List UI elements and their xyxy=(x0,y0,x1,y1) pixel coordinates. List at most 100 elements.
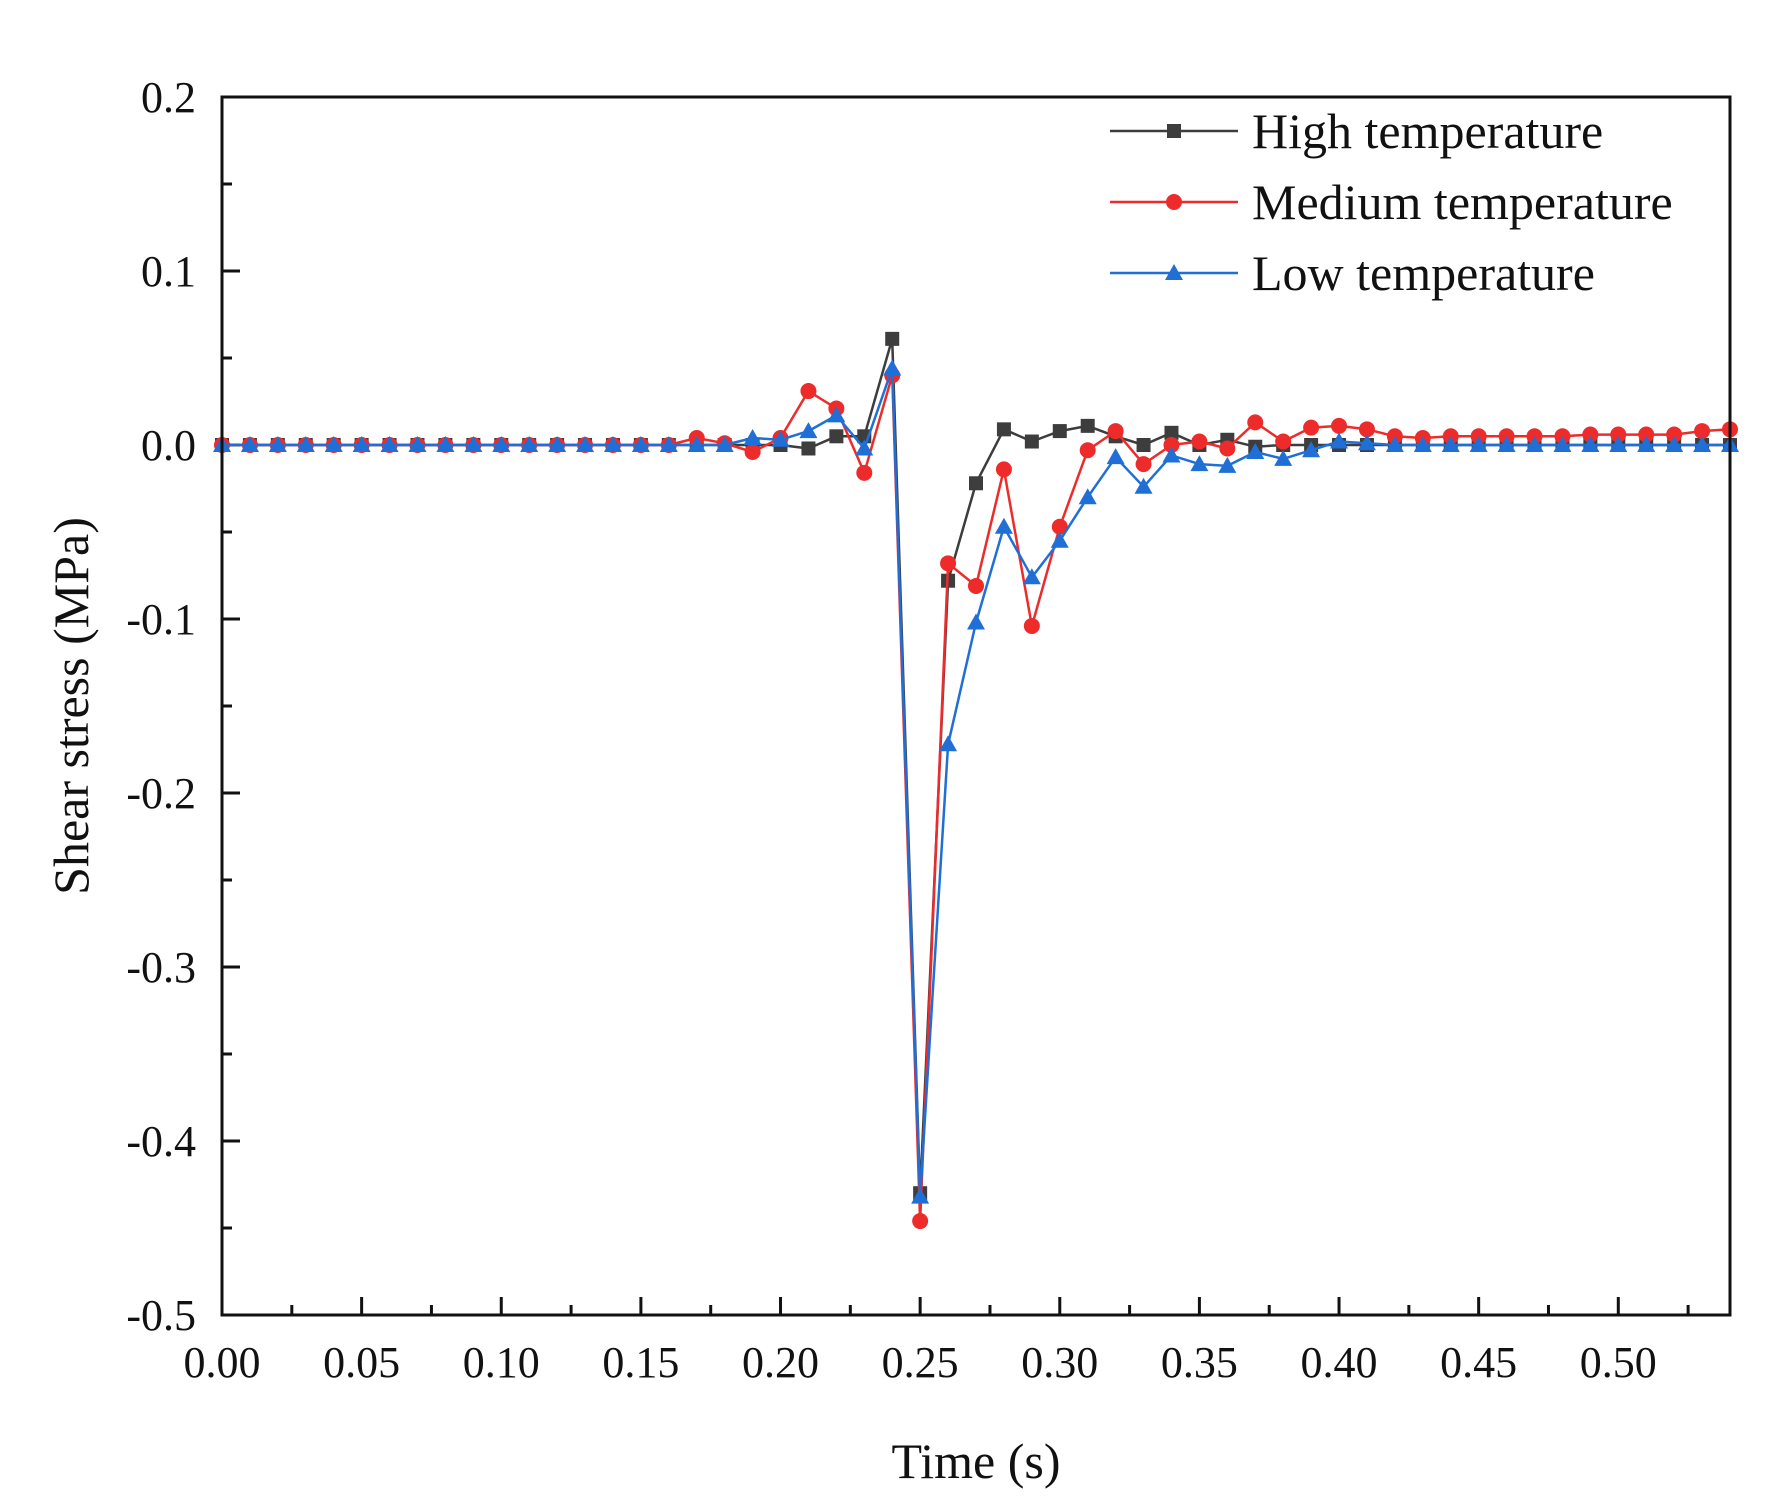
data-point xyxy=(855,439,874,456)
data-point xyxy=(1136,438,1151,452)
legend-label: Medium temperature xyxy=(1252,174,1673,230)
data-point xyxy=(885,331,900,346)
data-point xyxy=(659,436,678,452)
data-point xyxy=(1190,455,1209,472)
data-point xyxy=(603,436,622,452)
data-point xyxy=(1358,421,1375,438)
data-point xyxy=(1357,434,1376,451)
data-point xyxy=(1385,436,1404,452)
data-point xyxy=(1497,436,1516,452)
data-point xyxy=(996,422,1011,437)
series-medium-temperature xyxy=(214,367,1738,1230)
series-low-temperature xyxy=(213,359,1739,1204)
y-tick-label: 0.2 xyxy=(141,73,196,122)
x-tick-label: 0.45 xyxy=(1440,1338,1517,1387)
data-point xyxy=(911,1187,930,1204)
y-tick-label: -0.2 xyxy=(126,769,196,818)
data-point xyxy=(939,735,958,752)
y-tick-label: 0.1 xyxy=(141,247,196,296)
data-point xyxy=(1609,436,1628,452)
plot-frame xyxy=(220,95,1732,1317)
x-tick-label: 0.30 xyxy=(1021,1338,1098,1387)
x-tick-label: 0.10 xyxy=(463,1338,540,1387)
data-point xyxy=(380,436,399,452)
data-point xyxy=(1079,442,1096,459)
data-point xyxy=(883,359,902,376)
data-point xyxy=(1191,433,1208,450)
data-point xyxy=(1134,477,1153,494)
data-point xyxy=(799,422,818,439)
x-tick-label: 0.15 xyxy=(602,1338,679,1387)
data-point xyxy=(1080,418,1095,433)
data-point xyxy=(436,436,455,452)
data-point xyxy=(1331,417,1348,434)
data-point xyxy=(715,436,734,452)
data-point xyxy=(1135,456,1152,473)
data-point xyxy=(492,436,511,452)
data-point xyxy=(1050,531,1069,548)
legend-marker xyxy=(1165,264,1183,280)
data-point xyxy=(324,436,343,452)
data-point xyxy=(1107,423,1124,440)
data-point xyxy=(1525,436,1544,452)
y-tick-label: -0.5 xyxy=(126,1291,196,1340)
data-point xyxy=(548,436,567,452)
data-point xyxy=(1163,437,1180,453)
x-tick-label: 0.25 xyxy=(882,1338,959,1387)
series-line xyxy=(222,367,1730,1198)
data-point xyxy=(352,436,371,452)
x-tick-label: 0.40 xyxy=(1301,1338,1378,1387)
data-point xyxy=(1553,436,1572,452)
data-point xyxy=(1469,436,1488,452)
data-point xyxy=(1302,441,1321,458)
series-high-temperature xyxy=(215,331,1737,1201)
x-tick-label: 0.35 xyxy=(1161,1338,1238,1387)
x-tick-label: 0.05 xyxy=(323,1338,400,1387)
data-point xyxy=(1666,426,1683,443)
y-axis-title: Shear stress (MPa) xyxy=(43,517,99,895)
data-point xyxy=(1246,442,1265,459)
legend-label: Low temperature xyxy=(1252,245,1595,301)
data-point xyxy=(1052,424,1067,439)
y-tick-label: 0.0 xyxy=(141,421,196,470)
data-point xyxy=(1218,456,1237,473)
data-point xyxy=(1693,436,1712,452)
series-line xyxy=(222,337,1730,1195)
data-point xyxy=(520,436,539,452)
series-line xyxy=(222,374,1731,1223)
data-point xyxy=(1078,488,1097,505)
data-point xyxy=(912,1213,929,1230)
data-point xyxy=(744,443,761,460)
data-point xyxy=(1164,425,1179,440)
data-point xyxy=(968,577,984,594)
data-point xyxy=(1022,568,1041,585)
data-point xyxy=(995,461,1012,478)
data-point xyxy=(994,517,1013,534)
data-point xyxy=(1303,419,1320,436)
data-point xyxy=(1638,426,1655,443)
x-axis-ticks: 0.00 0.05 0.10 0.15 0.20 0.25 0.30 0.35 0.40 0.45… xyxy=(184,1297,1690,1387)
data-point xyxy=(801,441,816,456)
y-tick-label: -0.3 xyxy=(126,943,196,992)
data-point xyxy=(771,430,790,447)
data-point xyxy=(687,436,706,452)
data-point xyxy=(856,464,873,481)
legend: High temperature Medium temperature Low te… xyxy=(1110,103,1673,301)
data-point xyxy=(296,436,315,452)
data-point xyxy=(268,436,287,452)
data-point xyxy=(240,436,259,452)
data-point xyxy=(1582,426,1599,443)
legend-marker xyxy=(1166,194,1182,210)
y-tick-label: -0.1 xyxy=(126,595,196,644)
x-tick-label: 0.50 xyxy=(1580,1338,1657,1387)
data-point xyxy=(1275,433,1292,450)
data-point xyxy=(1023,617,1040,634)
data-point xyxy=(967,613,985,630)
data-point xyxy=(1024,434,1039,449)
data-point xyxy=(1441,436,1460,452)
data-point xyxy=(1610,426,1627,443)
data-point xyxy=(1162,446,1181,463)
data-point xyxy=(1219,440,1236,457)
x-axis-title: Time (s) xyxy=(891,1433,1060,1489)
data-point xyxy=(1274,449,1293,466)
